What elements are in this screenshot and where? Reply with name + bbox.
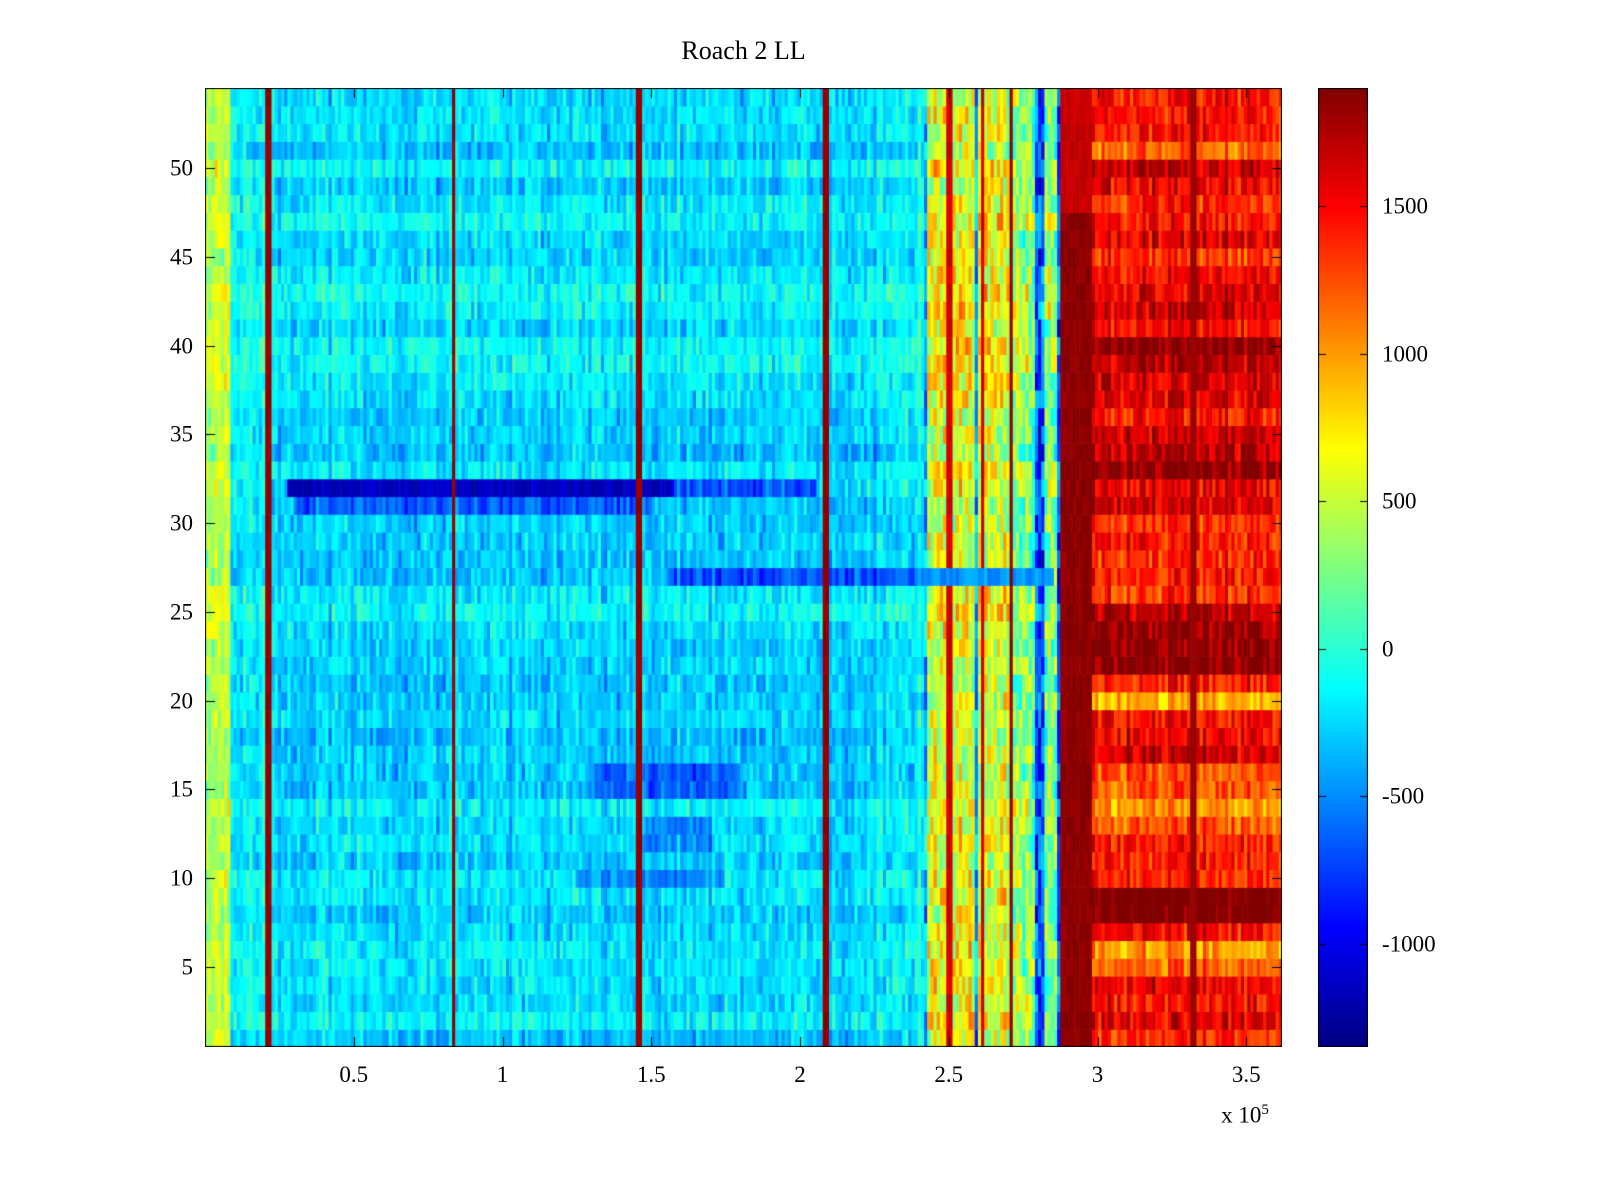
y-tick-label: 20	[170, 688, 193, 714]
colorbar-tick-label: 1500	[1382, 193, 1428, 219]
colorbar	[1318, 88, 1368, 1047]
x-tick-label: 2	[794, 1062, 806, 1087]
x-tick-label: 2.5	[934, 1062, 964, 1087]
x-axis-multiplier: x 105	[1185, 1102, 1305, 1129]
x-axis-multiplier-exponent: 5	[1261, 1102, 1269, 1118]
y-tick-label: 40	[170, 333, 193, 358]
x-axis-multiplier-base: x 10	[1221, 1102, 1262, 1128]
x-tick-label: 1.5	[636, 1062, 666, 1087]
y-tick-label: 15	[170, 776, 193, 802]
heatmap-canvas	[205, 88, 1282, 1047]
colorbar-tick-label: 500	[1382, 488, 1417, 514]
y-tick-label: 25	[170, 599, 193, 625]
colorbar-tick-label: 1000	[1382, 341, 1428, 367]
colorbar-tick-label: 0	[1382, 636, 1394, 662]
x-tick-label: 0.5	[339, 1062, 369, 1087]
x-tick-label: 1	[496, 1062, 509, 1087]
x-tick-label: 3.5	[1231, 1062, 1261, 1087]
y-tick-label: 10	[170, 865, 193, 891]
y-tick-label: 45	[170, 244, 193, 270]
y-tick-label: 5	[181, 954, 194, 980]
y-tick-label: 30	[170, 510, 193, 536]
y-tick-label: 50	[170, 155, 193, 181]
y-tick-label: 35	[170, 421, 193, 447]
colorbar-tick-label: -500	[1382, 783, 1425, 809]
x-tick-label: 3	[1091, 1062, 1104, 1087]
colorbar-tick-label: -1000	[1382, 931, 1436, 957]
chart-title: Roach 2 LL	[681, 36, 806, 65]
